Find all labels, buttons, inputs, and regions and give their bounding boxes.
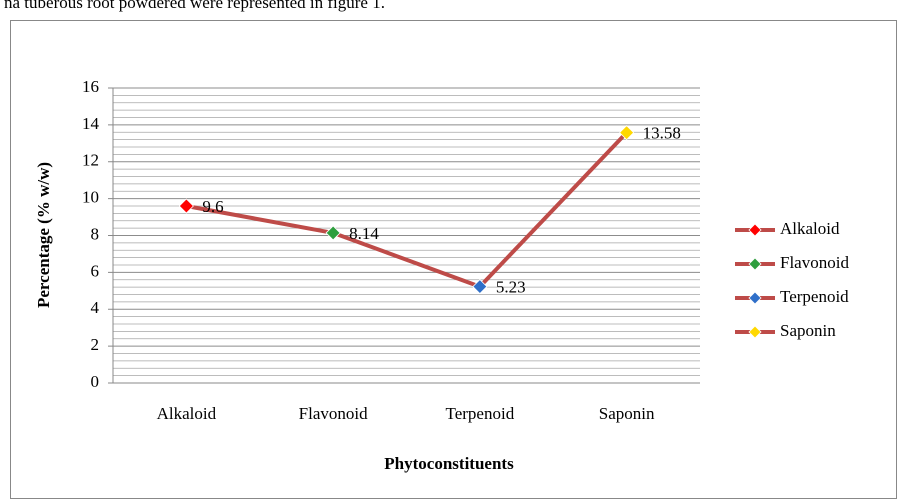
data-point	[619, 125, 635, 141]
data-label: 5.23	[496, 277, 526, 296]
y-tick-label: 4	[91, 298, 100, 317]
data-label: 13.58	[643, 124, 681, 143]
data-point	[472, 279, 488, 295]
legend-label: Saponin	[780, 321, 836, 340]
legend-label: Flavonoid	[780, 253, 849, 272]
legend-marker	[748, 325, 762, 339]
data-point	[325, 225, 341, 241]
y-tick-label: 12	[82, 151, 99, 170]
y-tick-label: 8	[91, 224, 100, 243]
y-tick-label: 0	[91, 372, 100, 391]
line	[186, 131, 629, 289]
x-tick-label: Alkaloid	[157, 404, 217, 423]
legend-label: Terpenoid	[780, 287, 849, 306]
header-text: na tuberous root powdered were represent…	[4, 0, 385, 12]
x-tick-label: Terpenoid	[446, 404, 515, 423]
y-tick-label: 10	[82, 188, 99, 207]
data-label: 9.6	[202, 197, 223, 216]
x-tick-label: Flavonoid	[299, 404, 368, 423]
chart-frame	[10, 20, 897, 499]
x-tick-label: Saponin	[599, 404, 655, 423]
legend-label: Alkaloid	[780, 219, 840, 238]
data-point	[178, 198, 194, 214]
x-axis-title: Phytoconstituents	[384, 454, 514, 473]
y-tick-label: 16	[82, 77, 99, 96]
legend-marker	[748, 257, 762, 271]
data-label: 8.14	[349, 224, 379, 243]
y-tick-label: 14	[82, 114, 100, 133]
legend-marker	[748, 223, 762, 237]
legend-marker	[748, 291, 762, 305]
y-tick-label: 6	[91, 261, 100, 280]
y-axis-title: Percentage (% w/w)	[34, 162, 53, 308]
y-tick-label: 2	[91, 335, 100, 354]
